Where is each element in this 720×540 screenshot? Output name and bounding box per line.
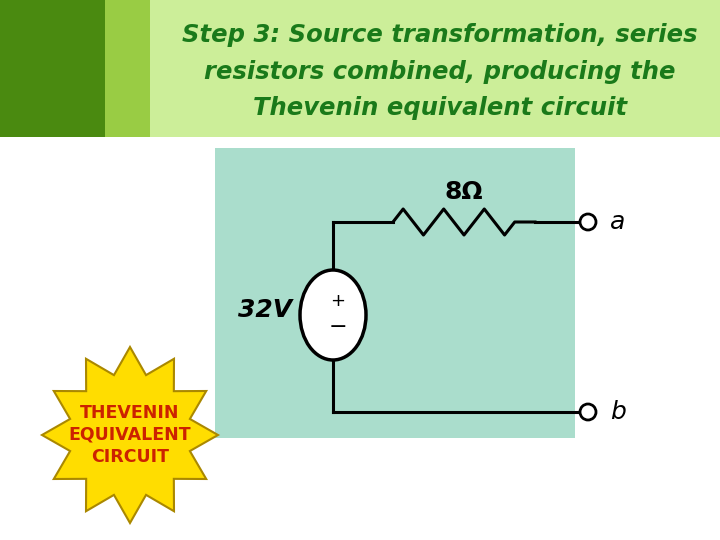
- Circle shape: [580, 404, 596, 420]
- Text: CIRCUIT: CIRCUIT: [91, 448, 169, 466]
- Text: Thevenin equivalent circuit: Thevenin equivalent circuit: [253, 96, 627, 120]
- Text: resistors combined, producing the: resistors combined, producing the: [204, 60, 676, 84]
- Bar: [215, 148, 575, 438]
- Text: 32V: 32V: [238, 298, 292, 322]
- Text: Step 3: Source transformation, series: Step 3: Source transformation, series: [182, 23, 698, 47]
- Text: a: a: [610, 210, 626, 234]
- Text: b: b: [610, 400, 626, 424]
- Bar: [0, 0, 105, 137]
- Text: EQUIVALENT: EQUIVALENT: [68, 426, 192, 444]
- Polygon shape: [42, 347, 218, 523]
- Bar: [105, 0, 150, 137]
- Circle shape: [580, 214, 596, 230]
- Text: −: −: [329, 317, 347, 337]
- Text: THEVENIN: THEVENIN: [80, 404, 180, 422]
- Text: +: +: [330, 292, 346, 310]
- Ellipse shape: [300, 270, 366, 360]
- Text: 8Ω: 8Ω: [445, 180, 483, 204]
- Bar: [0, 0, 720, 137]
